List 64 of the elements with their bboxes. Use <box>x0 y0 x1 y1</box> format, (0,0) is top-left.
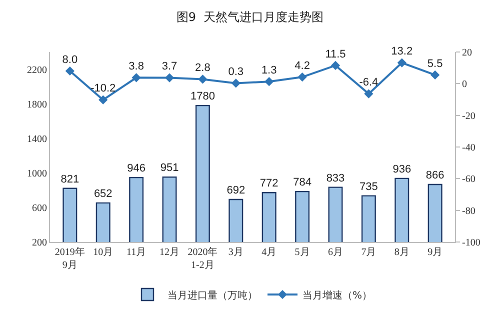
data-label: 2.8 <box>195 62 210 74</box>
y2-tick-label: 20 <box>462 48 472 58</box>
data-label: 1780 <box>190 90 215 103</box>
point <box>298 72 307 82</box>
legend-label: 当月增速（%） <box>302 289 372 302</box>
x-tick-label: 5月 <box>294 247 310 258</box>
data-label: 4.2 <box>294 60 310 72</box>
data-label: 692 <box>226 184 246 197</box>
y2-tick-label: 0 <box>462 79 467 90</box>
y2-tick-label: -100 <box>462 238 480 248</box>
point <box>164 73 174 82</box>
point <box>264 77 274 86</box>
x-tick-label: 2019年 9月 <box>54 246 85 271</box>
point <box>364 89 374 98</box>
y-tick-label: 1400 <box>27 134 47 145</box>
x-tick-label: 3月 <box>228 247 244 258</box>
y2-tick-label: -80 <box>462 206 476 217</box>
y2-tick-label: -20 <box>462 110 476 122</box>
data-label: 13.2 <box>391 46 413 58</box>
x-tick-label: 7月 <box>361 247 376 258</box>
data-label: 1.3 <box>261 64 277 76</box>
y2-tick-label: -60 <box>462 174 476 186</box>
point <box>132 73 141 82</box>
data-label: 0.3 <box>228 66 244 78</box>
data-label: 652 <box>94 188 112 200</box>
data-label: 5.5 <box>427 58 443 70</box>
data-label: 946 <box>127 162 146 175</box>
data-label: 784 <box>293 176 312 189</box>
point <box>65 66 74 76</box>
x-tick-label: 2020年 1-2月 <box>188 246 218 271</box>
point <box>198 74 208 84</box>
x-tick-label: 9月 <box>428 247 443 258</box>
chart-title: 图9 天然气进口月度走势图 <box>176 10 324 24</box>
data-label: -10.2 <box>90 82 116 95</box>
y-tick-label: 2200 <box>27 64 47 76</box>
point <box>330 60 340 70</box>
data-label: 11.5 <box>325 48 346 60</box>
data-label: 821 <box>60 173 80 186</box>
y-tick-label: 600 <box>32 202 47 214</box>
data-label: 772 <box>260 178 278 190</box>
x-tick-label: 4月 <box>262 247 277 258</box>
point <box>397 58 406 68</box>
data-label: 3.7 <box>162 60 178 73</box>
data-label: 866 <box>426 169 444 182</box>
y-tick-label: 200 <box>32 238 47 248</box>
point <box>430 70 440 80</box>
y-tick-label: 1000 <box>27 168 47 180</box>
x-tick-label: 10月 <box>93 247 114 258</box>
data-label: -6.4 <box>359 76 378 89</box>
y2-tick-label: -40 <box>462 142 476 154</box>
point <box>98 95 108 104</box>
y-tick-label: 1800 <box>27 99 47 110</box>
data-label: 833 <box>326 172 345 184</box>
x-tick-label: 11月 <box>126 247 146 258</box>
data-label: 8.0 <box>62 54 78 66</box>
data-label: 936 <box>392 163 412 176</box>
point <box>231 78 240 88</box>
x-tick-label: 12月 <box>160 247 180 258</box>
data-label: 3.8 <box>128 60 144 73</box>
x-tick-label: 8月 <box>394 247 410 258</box>
legend-label: 当月进口量（万吨） <box>168 289 258 302</box>
x-tick-label: 6月 <box>328 247 343 258</box>
data-label: 735 <box>360 180 378 193</box>
data-label: 951 <box>160 162 179 174</box>
